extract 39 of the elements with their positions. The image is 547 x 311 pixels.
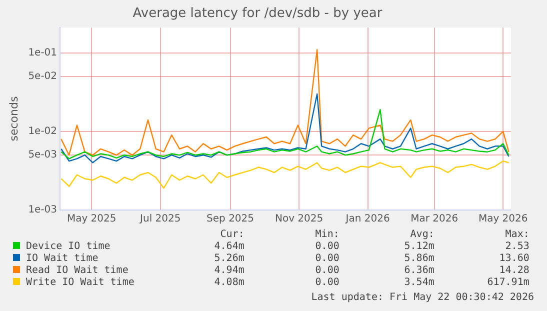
x-tick-label: Jul 2025 — [139, 214, 181, 225]
text: 0.00 — [314, 253, 340, 265]
text: Min: — [314, 229, 340, 241]
text: Last update: Fri May 22 00:30:42 2026 — [311, 292, 534, 303]
text: 5.86m — [403, 253, 434, 265]
text: 5.12m — [403, 241, 434, 253]
x-tick-label: May 2026 — [478, 214, 528, 225]
y-tick-label: 1e-01 — [28, 48, 58, 59]
text: 0.00 — [314, 277, 340, 289]
y-tick-label: 1e-03 — [28, 204, 58, 216]
y-tick-label: 5e-03 — [28, 150, 58, 161]
text: 2.53 — [504, 241, 530, 253]
x-tick-label: Mar 2026 — [410, 214, 458, 225]
y-tick-label: 1e-02 — [28, 126, 58, 138]
text: Cur: — [219, 229, 244, 241]
text: Avg: — [409, 229, 434, 241]
text: 0.00 — [314, 241, 340, 253]
text: Max: — [504, 229, 530, 241]
legend-label: Read IO Wait time — [25, 265, 130, 277]
x-tick-label: Sep 2025 — [206, 214, 254, 225]
text: 4.08m — [213, 277, 244, 289]
x-tick-label: Jan 2026 — [344, 214, 390, 225]
text: 6.36m — [403, 265, 434, 277]
text: 4.94m — [213, 265, 244, 277]
y-axis-title: seconds — [7, 96, 20, 142]
legend-label: Device IO time — [25, 241, 112, 253]
text: 4.64m — [213, 241, 244, 253]
y-tick-label: 5e-02 — [28, 71, 58, 82]
chart-title: Average latency for /dev/sdb - by year — [132, 6, 383, 22]
text: 617.91m — [486, 277, 530, 289]
text: 3.54m — [403, 277, 434, 289]
text: 13.60 — [498, 253, 530, 265]
text: 5.26m — [213, 253, 244, 265]
text: 14.28 — [498, 265, 530, 277]
x-tick-label: May 2025 — [66, 214, 116, 225]
text: 0.00 — [314, 265, 340, 277]
legend-label: IO Wait time — [25, 253, 100, 265]
legend-label: Write IO Wait time — [25, 277, 134, 289]
x-tick-label: Nov 2025 — [274, 214, 324, 225]
